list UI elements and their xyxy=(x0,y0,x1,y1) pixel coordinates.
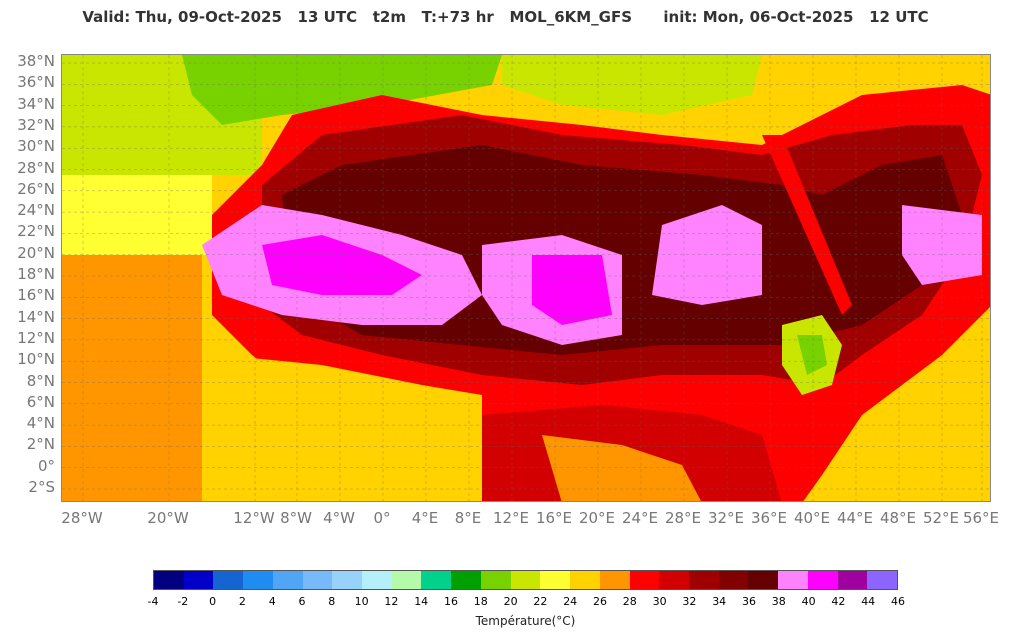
colorbar-swatch xyxy=(272,571,303,589)
lon-label: 40°E xyxy=(793,509,831,527)
lon-label: 0° xyxy=(373,509,391,527)
lon-label: 44°E xyxy=(836,509,874,527)
lat-label: 38°N xyxy=(17,52,55,70)
lon-label: 8°E xyxy=(454,509,482,527)
colorbar-tick: 22 xyxy=(533,595,548,608)
colorbar-tick: 34 xyxy=(712,595,727,608)
colorbar-tick: 0 xyxy=(209,595,217,608)
lon-label: 12°E xyxy=(492,509,530,527)
colorbar-tick: 26 xyxy=(593,595,607,608)
lat-label: 22°N xyxy=(17,222,55,241)
lat-label: 4°N xyxy=(26,414,55,433)
lon-label: 48°E xyxy=(879,509,917,527)
colorbar-tick: 12 xyxy=(384,595,399,608)
colorbar-swatch xyxy=(243,571,273,589)
lat-label: 10°N xyxy=(17,350,55,369)
lat-label: 18°N xyxy=(17,265,55,283)
colorbar-swatch xyxy=(807,571,838,589)
colorbar-swatch xyxy=(154,571,184,589)
colorbar-swatch xyxy=(510,571,541,589)
colorbar-swatch xyxy=(718,571,749,589)
colorbar-tick: -4 xyxy=(147,595,159,608)
lon-label: 32°E xyxy=(707,509,745,527)
map-title: Valid: Thu, 09-Oct-2025 13 UTC t2m T:+73… xyxy=(82,8,929,26)
colorbar-swatch xyxy=(570,571,600,589)
lat-label: 8°N xyxy=(26,371,55,390)
colorbar-tick: 6 xyxy=(298,595,306,608)
colorbar-tick: 16 xyxy=(444,595,458,608)
lat-label: 6°N xyxy=(26,392,55,411)
colorbar-tick: 38 xyxy=(771,595,786,608)
colorbar-tick: 10 xyxy=(354,595,369,608)
lon-label: 4°E xyxy=(411,509,439,527)
lon-label: 12°W xyxy=(233,509,275,527)
lat-label: 2°S xyxy=(28,478,55,496)
colorbar-swatch xyxy=(748,571,779,589)
colorbar-swatch xyxy=(867,571,897,589)
lon-label: 28°W xyxy=(61,509,103,527)
colorbar-tick: 4 xyxy=(268,595,276,608)
colorbar-tick: -2 xyxy=(177,595,189,608)
colorbar-swatch xyxy=(362,571,392,589)
colorbar-swatch xyxy=(451,571,481,589)
colorbar-swatch xyxy=(332,571,363,589)
temperature-field xyxy=(62,55,990,501)
lat-label: 20°N xyxy=(17,243,55,262)
colorbar-tick: 40 xyxy=(801,595,816,608)
lat-label: 26°N xyxy=(17,179,55,198)
lon-label: 20°E xyxy=(578,509,616,527)
lat-label: 32°N xyxy=(17,115,55,134)
colorbar-tick: 18 xyxy=(473,595,488,608)
colorbar-swatch xyxy=(599,571,630,589)
colorbar-tick: 28 xyxy=(622,595,637,608)
lat-label: 30°N xyxy=(17,137,55,156)
colorbar-tick: 32 xyxy=(682,595,697,608)
lat-label: 2°N xyxy=(26,435,55,454)
lat-label: 24°N xyxy=(17,201,55,220)
lon-label: 56°E xyxy=(962,509,1000,527)
colorbar-swatch xyxy=(302,571,333,589)
colorbar-tick: 20 xyxy=(503,595,518,608)
colorbar-swatch xyxy=(688,571,719,589)
lon-label: 20°W xyxy=(147,509,189,527)
colorbar-swatch xyxy=(391,571,422,589)
lon-label: 28°E xyxy=(664,509,702,527)
lat-label: 14°N xyxy=(17,307,55,326)
colorbar-tick: 30 xyxy=(652,595,667,608)
lon-label: 52°E xyxy=(922,509,960,527)
lat-label: 12°N xyxy=(17,328,55,347)
colorbar-tick: 44 xyxy=(861,595,876,608)
lon-label: 36°E xyxy=(750,509,788,527)
lat-label: 16°N xyxy=(17,286,55,305)
colorbar-tick: 46 xyxy=(891,595,905,608)
lon-label: 16°E xyxy=(535,509,573,527)
colorbar-tick: 2 xyxy=(238,595,246,608)
colorbar-swatch xyxy=(659,571,689,589)
colorbar-swatch xyxy=(837,571,868,589)
colorbar-swatch xyxy=(183,571,214,589)
lon-label: 8°W xyxy=(280,509,312,527)
colorbar-swatch xyxy=(421,571,452,589)
lat-label: 0° xyxy=(37,456,55,475)
colorbar-tick: 36 xyxy=(742,595,756,608)
colorbar-swatch xyxy=(778,571,808,589)
colorbar-swatch xyxy=(480,571,511,589)
temperature-colorbar xyxy=(153,570,898,590)
colorbar-swatch xyxy=(213,571,244,589)
lon-label: 4°W xyxy=(323,509,355,527)
colorbar-swatch xyxy=(540,571,571,589)
temperature-map[interactable] xyxy=(61,54,991,502)
lat-label: 36°N xyxy=(17,73,55,92)
lat-label: 34°N xyxy=(17,94,55,113)
colorbar-tick: 8 xyxy=(328,595,336,608)
colorbar-tick: 24 xyxy=(563,595,578,608)
lon-label: 24°E xyxy=(621,509,659,527)
colorbar-tick: 14 xyxy=(414,595,429,608)
lat-label: 28°N xyxy=(17,158,55,177)
colorbar-tick: 42 xyxy=(831,595,846,608)
colorbar-swatch xyxy=(629,571,660,589)
colorbar-label: Température(°C) xyxy=(475,614,576,628)
